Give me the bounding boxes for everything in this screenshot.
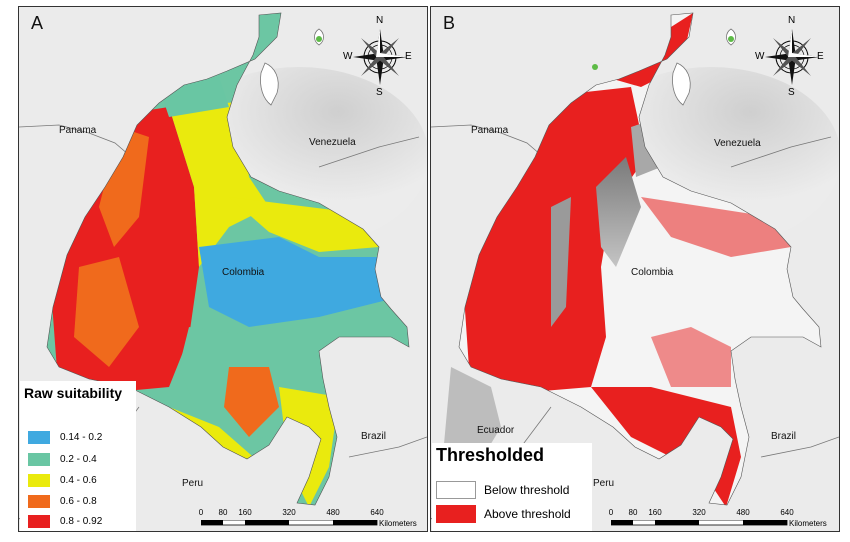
compass-n-label: N <box>376 15 384 26</box>
legend-swatch <box>28 515 50 528</box>
place-label-brazil: Brazil <box>771 431 797 442</box>
legend-item-label: Below threshold <box>484 483 570 497</box>
place-label-panama: Panama <box>59 125 97 136</box>
legend-item: 0.2 - 0.4 <box>28 453 178 467</box>
legend-swatch <box>28 495 50 508</box>
place-label-peru: Peru <box>593 478 615 489</box>
place-label-colombia: Colombia <box>222 267 265 278</box>
legend-title: Raw suitability <box>24 385 123 401</box>
legend-item: Below threshold <box>436 481 596 501</box>
legend-swatch <box>28 453 50 466</box>
scale-unit-label: Kilometers <box>789 519 827 528</box>
compass-n-label: N <box>788 15 796 26</box>
scale-tick-label: 320 <box>282 508 296 517</box>
place-label-brazil: Brazil <box>361 431 387 442</box>
place-label-colombia: Colombia <box>631 267 674 278</box>
thresholded-map-graphic <box>431 7 839 531</box>
scale-bar-graphic <box>201 520 378 526</box>
legend-item-label: 0.2 - 0.4 <box>60 454 97 465</box>
legend-item-label: 0.8 - 0.92 <box>60 516 103 527</box>
compass-s-label: S <box>376 87 383 98</box>
scale-bar-graphic <box>611 520 788 526</box>
scale-unit-label: Kilometers <box>379 519 417 528</box>
panel-a-letter: A <box>31 13 44 33</box>
legend-swatch <box>28 474 50 487</box>
legend-item-label: 0.4 - 0.6 <box>60 475 97 486</box>
scale-tick-label: 480 <box>736 508 750 517</box>
compass-s-label: S <box>788 87 795 98</box>
scale-tick-label: 0 <box>198 508 204 517</box>
compass-rose: N S E W <box>755 15 824 99</box>
compass-rose-icon <box>765 29 819 85</box>
scale-tick-label: 0 <box>608 508 614 517</box>
thresholded-legend: Thresholded Below threshold Above thresh… <box>432 443 592 531</box>
compass-w-label: W <box>343 51 353 62</box>
scale-tick-label: 640 <box>370 508 384 517</box>
panel-b-thresholded-map: B Panama Venezuela Colombia Ecuador Braz… <box>430 6 840 532</box>
compass-rose-icon <box>353 29 407 85</box>
place-label-peru: Peru <box>182 478 204 489</box>
scale-bar: 0 80 160 320 480 640 Kilometers <box>198 508 427 530</box>
legend-swatch <box>28 431 50 444</box>
panel-b-letter: B <box>443 13 456 33</box>
place-label-ecuador: Ecuador <box>477 425 515 436</box>
scale-tick-label: 80 <box>628 508 638 517</box>
legend-swatch <box>436 481 476 499</box>
place-label-venezuela: Venezuela <box>309 137 356 148</box>
scale-tick-label: 640 <box>780 508 794 517</box>
legend-swatch <box>436 505 476 523</box>
legend-item: 0.8 - 0.92 <box>28 515 178 529</box>
legend-item-label: Above threshold <box>484 507 571 521</box>
scale-bar: 0 80 160 320 480 640 Kilometers <box>608 508 839 530</box>
compass-w-label: W <box>755 51 765 62</box>
scale-tick-label: 480 <box>326 508 340 517</box>
place-label-panama: Panama <box>471 125 509 136</box>
scale-tick-label: 160 <box>648 508 662 517</box>
scale-tick-label: 320 <box>692 508 706 517</box>
scale-tick-label: 80 <box>218 508 228 517</box>
compass-e-label: E <box>817 51 824 62</box>
scale-tick-label: 160 <box>238 508 252 517</box>
legend-item-label: 0.14 - 0.2 <box>60 432 103 443</box>
place-label-venezuela: Venezuela <box>714 138 761 149</box>
legend-item: Above threshold <box>436 505 596 525</box>
compass-rose: N S E W <box>343 15 412 99</box>
legend-item: 0.6 - 0.8 <box>28 495 178 509</box>
legend-title: Thresholded <box>436 445 545 465</box>
legend-item: 0.14 - 0.2 <box>28 431 178 445</box>
compass-e-label: E <box>405 51 412 62</box>
panel-a-raw-suitability-map: A Panama Venezuela Colombia Brazil Peru … <box>18 6 428 532</box>
raw-suitability-legend: Raw suitability 0.14 - 0.2 0.2 - 0.4 0.4… <box>20 381 136 531</box>
legend-item-label: 0.6 - 0.8 <box>60 496 97 507</box>
legend-item: 0.4 - 0.6 <box>28 474 178 488</box>
